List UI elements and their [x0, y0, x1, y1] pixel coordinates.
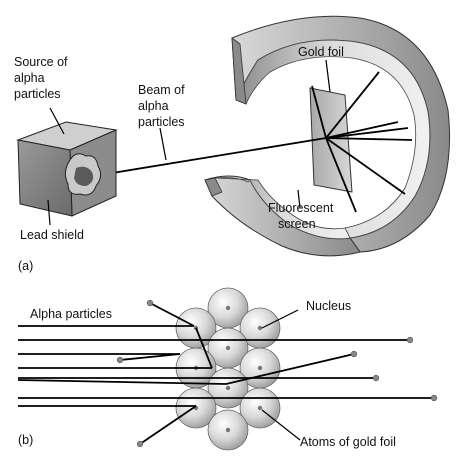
alpha-particle-paths	[17, 302, 434, 445]
panel-label-a: (a)	[18, 259, 33, 273]
fluorescent-screen	[204, 15, 450, 257]
gold-atoms	[175, 287, 281, 451]
panel-label-b: (b)	[18, 433, 33, 447]
screen-leader	[297, 189, 301, 209]
screen-label: Fluorescent screen	[268, 201, 337, 231]
atom	[207, 409, 249, 451]
beam-leader	[159, 127, 167, 161]
nucleus-label: Nucleus	[306, 299, 351, 313]
source-label: Source of alpha particles	[14, 55, 71, 101]
lead-shield-label: Lead shield	[20, 228, 84, 242]
gold-foil-leader	[325, 59, 331, 93]
atoms-leader	[261, 409, 301, 441]
atoms-label: Atoms of gold foil	[300, 435, 396, 449]
alpha-beam	[99, 137, 327, 176]
lead-shield-box	[16, 121, 118, 217]
particle-end-markers	[116, 299, 438, 448]
nucleus-leader	[261, 309, 299, 329]
lead-shield-leader	[47, 199, 51, 226]
gold-foil-label: Gold foil	[298, 45, 344, 59]
beam-label: Beam of alpha particles	[138, 83, 188, 129]
source-leader	[49, 107, 65, 135]
deflected-paths	[311, 71, 413, 213]
alpha-particles-label: Alpha particles	[30, 307, 112, 321]
gold-foil	[309, 87, 353, 193]
